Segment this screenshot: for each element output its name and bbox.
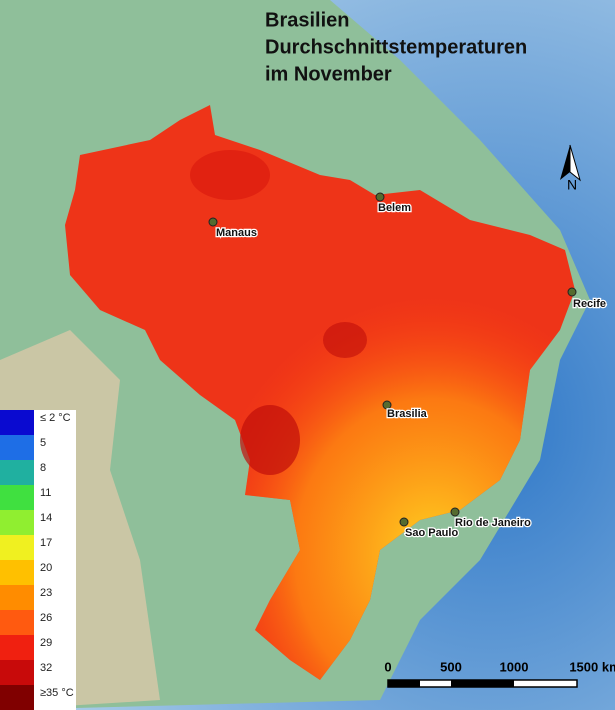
legend-label: ≤ 2 °C (40, 412, 71, 424)
scale-label: 1000 (500, 659, 529, 674)
city-marker (382, 400, 392, 410)
north-label: N (567, 177, 577, 193)
scale-label: 500 (440, 659, 462, 674)
legend-swatch (0, 685, 34, 710)
legend-swatch (0, 560, 34, 585)
legend-label: 32 (40, 662, 52, 674)
legend-label: 14 (40, 512, 52, 524)
city-label: Recife (573, 298, 606, 310)
city-label: Manaus (216, 227, 257, 239)
legend-label: 29 (40, 637, 52, 649)
city-label: Rio de Janeiro (455, 517, 531, 529)
hot-area (323, 322, 367, 358)
north-arrow (560, 144, 581, 182)
city-marker (375, 192, 385, 202)
hot-area (240, 405, 300, 475)
legend-swatch (0, 660, 34, 685)
city-label: Sao Paulo (405, 527, 458, 539)
legend-label: 8 (40, 462, 46, 474)
legend-swatch (0, 435, 34, 460)
hot-area (190, 150, 270, 200)
legend-label: 23 (40, 587, 52, 599)
city-marker (399, 517, 409, 527)
legend-swatch (0, 510, 34, 535)
scale-bar-segment (451, 680, 514, 687)
city-marker (567, 287, 577, 297)
legend-swatch (0, 585, 34, 610)
legend-label: 26 (40, 612, 52, 624)
legend-label: 20 (40, 562, 52, 574)
legend-swatch (0, 635, 34, 660)
scale-label: 0 (384, 659, 391, 674)
city-marker (208, 217, 218, 227)
legend-swatch (0, 485, 34, 510)
legend-label: 11 (40, 487, 51, 499)
city-label: Belem (378, 202, 411, 214)
legend-label: 17 (40, 537, 52, 549)
legend-label: ≥35 °C (40, 687, 74, 699)
city-marker (450, 507, 460, 517)
legend-swatch (0, 535, 34, 560)
city-label: Brasilia (387, 408, 428, 420)
brazil-shade (65, 105, 575, 680)
title-line: Durchschnittstemperaturen (265, 36, 527, 58)
scale-label: 1500 km (569, 659, 615, 674)
title-line: im November (265, 63, 392, 85)
legend-swatch (0, 460, 34, 485)
legend-label: 5 (40, 437, 46, 449)
legend-swatch (0, 410, 34, 435)
legend-swatch (0, 610, 34, 635)
title-line: Brasilien (265, 9, 349, 31)
scale-bar-segment (388, 680, 420, 687)
